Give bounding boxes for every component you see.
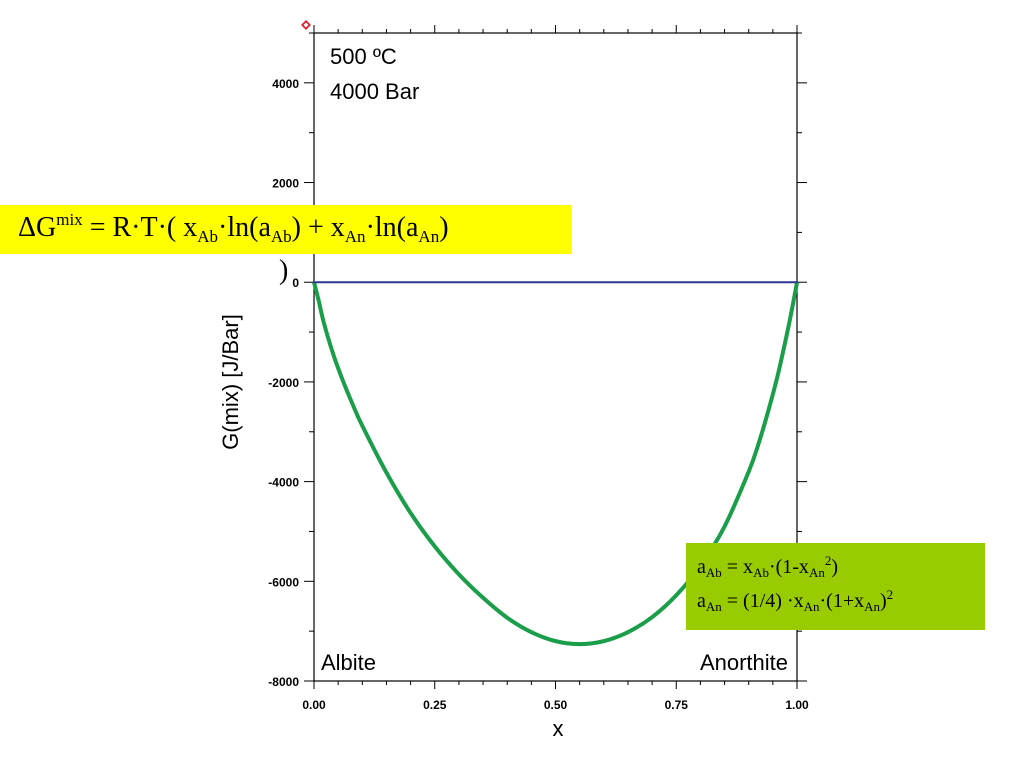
act-ab-sub-3: An bbox=[808, 565, 825, 580]
albite-activity-line: aAb = xAb·(1-xAn2) bbox=[697, 552, 985, 586]
albite-end-label: Albite bbox=[321, 650, 376, 675]
gmix-curve bbox=[312, 281, 799, 647]
axis-ticks bbox=[304, 25, 807, 689]
pressure-label: 4000 Bar bbox=[330, 79, 419, 104]
eq-part-1: = R·T·( x bbox=[82, 212, 198, 243]
x-tick-label: 0.50 bbox=[544, 698, 568, 712]
anorthite-end-label: Anorthite bbox=[700, 650, 788, 675]
x-tick-label: 0.75 bbox=[665, 698, 689, 712]
x-tick-label: 1.00 bbox=[785, 698, 809, 712]
eq-overflow-paren: ) bbox=[279, 255, 289, 286]
act-ab-end: ) bbox=[831, 556, 838, 578]
act-ab-rest: ·(1-x bbox=[768, 556, 809, 578]
act-an-sub-2: An bbox=[803, 599, 820, 614]
y-tick-label: 2000 bbox=[272, 177, 299, 191]
y-tick-label: -8000 bbox=[268, 675, 299, 689]
eq-mix-superscript: mix bbox=[56, 210, 83, 229]
act-ab-sub-1: Ab bbox=[705, 565, 722, 580]
y-tick-label: -6000 bbox=[268, 575, 299, 589]
x-tick-labels: 0.00 0.25 0.50 0.75 1.00 bbox=[302, 698, 809, 712]
act-an-a: a bbox=[697, 590, 706, 612]
x-tick-label: 0.25 bbox=[423, 698, 447, 712]
act-ab-sub-2: Ab bbox=[753, 565, 769, 580]
act-an-mid: = (1/4) ·x bbox=[721, 590, 804, 612]
y-tick-label: 0 bbox=[292, 276, 299, 290]
eq-sub-ab-2: Ab bbox=[270, 227, 292, 246]
y-tick-label: -4000 bbox=[268, 476, 299, 490]
act-an-sub-3: An bbox=[864, 599, 880, 614]
series-group bbox=[312, 281, 799, 647]
act-an-sup: 2 bbox=[886, 587, 894, 602]
x-axis-title: x bbox=[553, 716, 564, 741]
y-tick-label: -2000 bbox=[268, 376, 299, 390]
act-an-end: ) bbox=[880, 590, 887, 612]
y-tick-labels: 4000 2000 0 -2000 -4000 -6000 -8000 bbox=[268, 77, 299, 689]
y-axis-title: G(mix) [J/Bar] bbox=[218, 314, 243, 450]
x-tick-label: 0.00 bbox=[302, 698, 326, 712]
eq-sub-an-2: An bbox=[418, 227, 440, 246]
diamond-marker-icon bbox=[301, 20, 311, 30]
eq-part-5: ) bbox=[439, 212, 449, 243]
act-ab-a: a bbox=[697, 556, 706, 578]
act-ab-mid: = x bbox=[721, 556, 754, 578]
y-tick-label: 4000 bbox=[272, 77, 299, 91]
eq-sub-an-1: An bbox=[344, 227, 366, 246]
eq-part-3: ) + x bbox=[291, 212, 345, 243]
act-an-rest: ·(1+x bbox=[819, 590, 865, 612]
temperature-label: 500 ºC bbox=[330, 44, 397, 69]
eq-part-4: ·ln(a bbox=[365, 212, 419, 243]
eq-sub-ab-1: Ab bbox=[197, 227, 219, 246]
anorthite-activity-line: aAn = (1/4) ·xAn·(1+xAn)2 bbox=[697, 586, 985, 620]
act-ab-sup: 2 bbox=[824, 553, 832, 568]
eq-part-2: ·ln(a bbox=[218, 212, 271, 243]
activity-equations-box: aAb = xAb·(1-xAn2) aAn = (1/4) ·xAn·(1+x… bbox=[686, 543, 985, 630]
mixing-equation-box: ΔGmix = R·T·( xAb·ln(aAb) + xAn·ln(aAn) bbox=[0, 205, 572, 254]
act-an-sub-1: An bbox=[705, 599, 722, 614]
eq-delta-g: ΔG bbox=[18, 212, 57, 243]
